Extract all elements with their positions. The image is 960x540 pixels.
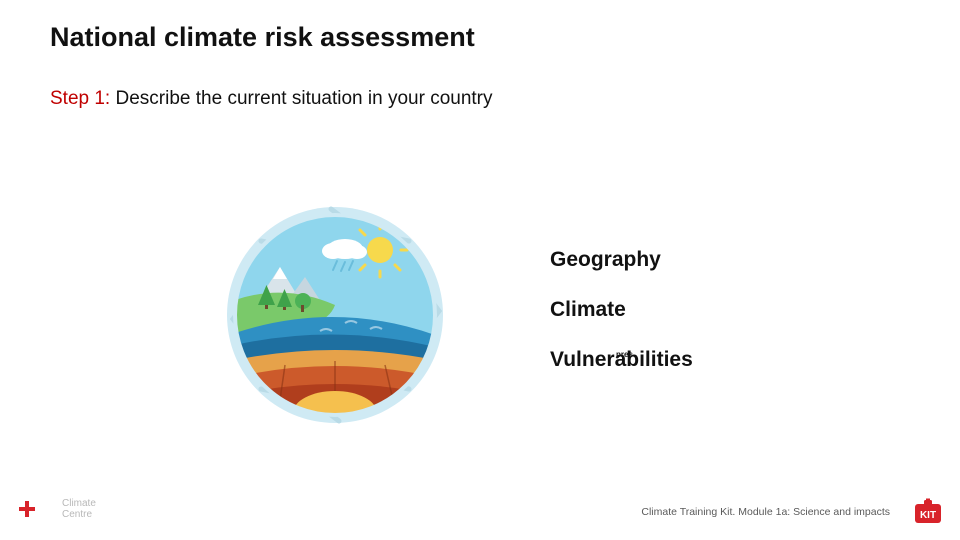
topic-vulnerabilities: Vulnerabilities pres xyxy=(550,348,693,372)
climate-centre-line1: Climate xyxy=(62,498,96,509)
climate-centre-label: Climate Centre xyxy=(62,498,96,520)
topic-label: Geography xyxy=(550,248,661,271)
step-label: Step 1: xyxy=(50,88,110,109)
topic-climate: Climate xyxy=(550,298,693,322)
footer-left: Climate Centre xyxy=(18,498,96,520)
earth-infographic xyxy=(225,205,445,425)
step-text: Describe the current situation in your c… xyxy=(110,88,492,109)
footer-caption: Climate Training Kit. Module 1a: Science… xyxy=(641,506,890,518)
topic-geography: Geography xyxy=(550,248,693,272)
topic-list: Geography Climate Vulnerabilities pres xyxy=(550,248,693,398)
climate-centre-line2: Centre xyxy=(62,509,96,520)
slide: National climate risk assessment Step 1:… xyxy=(0,0,960,540)
ifrc-logo-icon xyxy=(18,499,54,519)
footer-right: KIT xyxy=(914,498,942,522)
page-title: National climate risk assessment xyxy=(50,22,475,53)
kit-logo-icon: KIT xyxy=(914,498,942,522)
artifact-text: pres xyxy=(616,350,633,359)
kit-logo-text: KIT xyxy=(920,510,936,521)
page-subtitle: Step 1: Describe the current situation i… xyxy=(50,88,493,110)
topic-label: Climate xyxy=(550,298,626,321)
earth-svg xyxy=(225,205,445,425)
